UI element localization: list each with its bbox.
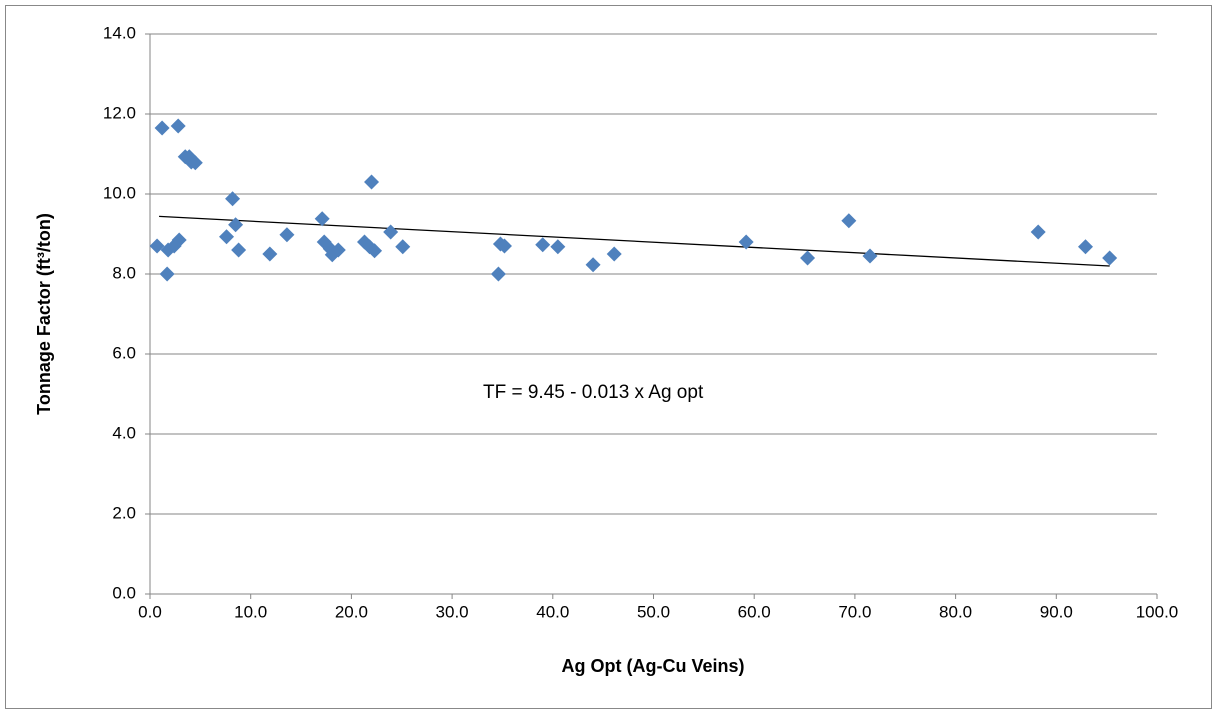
x-tick-label: 10.0 (234, 602, 267, 621)
point (490, 266, 506, 282)
point (606, 246, 622, 262)
point (314, 211, 330, 227)
point (154, 120, 170, 136)
x-tick-label: 100.0 (1136, 602, 1179, 621)
point (262, 246, 278, 262)
x-tick-label: 40.0 (536, 602, 569, 621)
point (395, 239, 411, 255)
x-tick-label: 30.0 (436, 602, 469, 621)
x-tick-label: 50.0 (637, 602, 670, 621)
x-tick-label: 20.0 (335, 602, 368, 621)
point (170, 118, 186, 134)
point (496, 238, 512, 254)
point (159, 266, 175, 282)
point (171, 232, 187, 248)
point (330, 242, 346, 258)
y-tick-label: 4.0 (112, 423, 136, 442)
point (383, 224, 399, 240)
y-tick-label: 2.0 (112, 503, 136, 522)
y-tick-label: 10.0 (103, 183, 136, 202)
point (231, 242, 247, 258)
point (1078, 239, 1094, 255)
point (149, 238, 165, 254)
point (535, 237, 551, 253)
point (364, 174, 380, 190)
y-tick-label: 6.0 (112, 343, 136, 362)
point (219, 229, 235, 245)
annotation: TF = 9.45 - 0.013 x Ag opt (483, 382, 704, 403)
point (841, 213, 857, 229)
chart-frame (5, 5, 1212, 709)
x-axis-title: Ag Opt (Ag-Cu Veins) (562, 656, 745, 676)
x-tick-label: 60.0 (738, 602, 771, 621)
y-tick-label: 0.0 (112, 583, 136, 602)
x-tick-label: 80.0 (939, 602, 972, 621)
point (1030, 224, 1046, 240)
point (228, 217, 244, 233)
point (225, 191, 241, 207)
y-tick-label: 12.0 (103, 103, 136, 122)
point (367, 243, 383, 259)
point (585, 257, 601, 273)
y-tick-label: 8.0 (112, 263, 136, 282)
trendline (159, 215, 1110, 267)
x-tick-label: 70.0 (838, 602, 871, 621)
point (1102, 250, 1118, 266)
point (862, 248, 878, 264)
y-tick-label: 14.0 (103, 23, 136, 42)
point (550, 239, 566, 255)
point (738, 234, 754, 250)
x-tick-label: 90.0 (1040, 602, 1073, 621)
point (279, 227, 295, 243)
point (800, 250, 816, 266)
y-axis-title: Tonnage Factor (ft³/ton) (34, 213, 54, 415)
x-tick-label: 0.0 (138, 602, 162, 621)
point (187, 155, 203, 171)
